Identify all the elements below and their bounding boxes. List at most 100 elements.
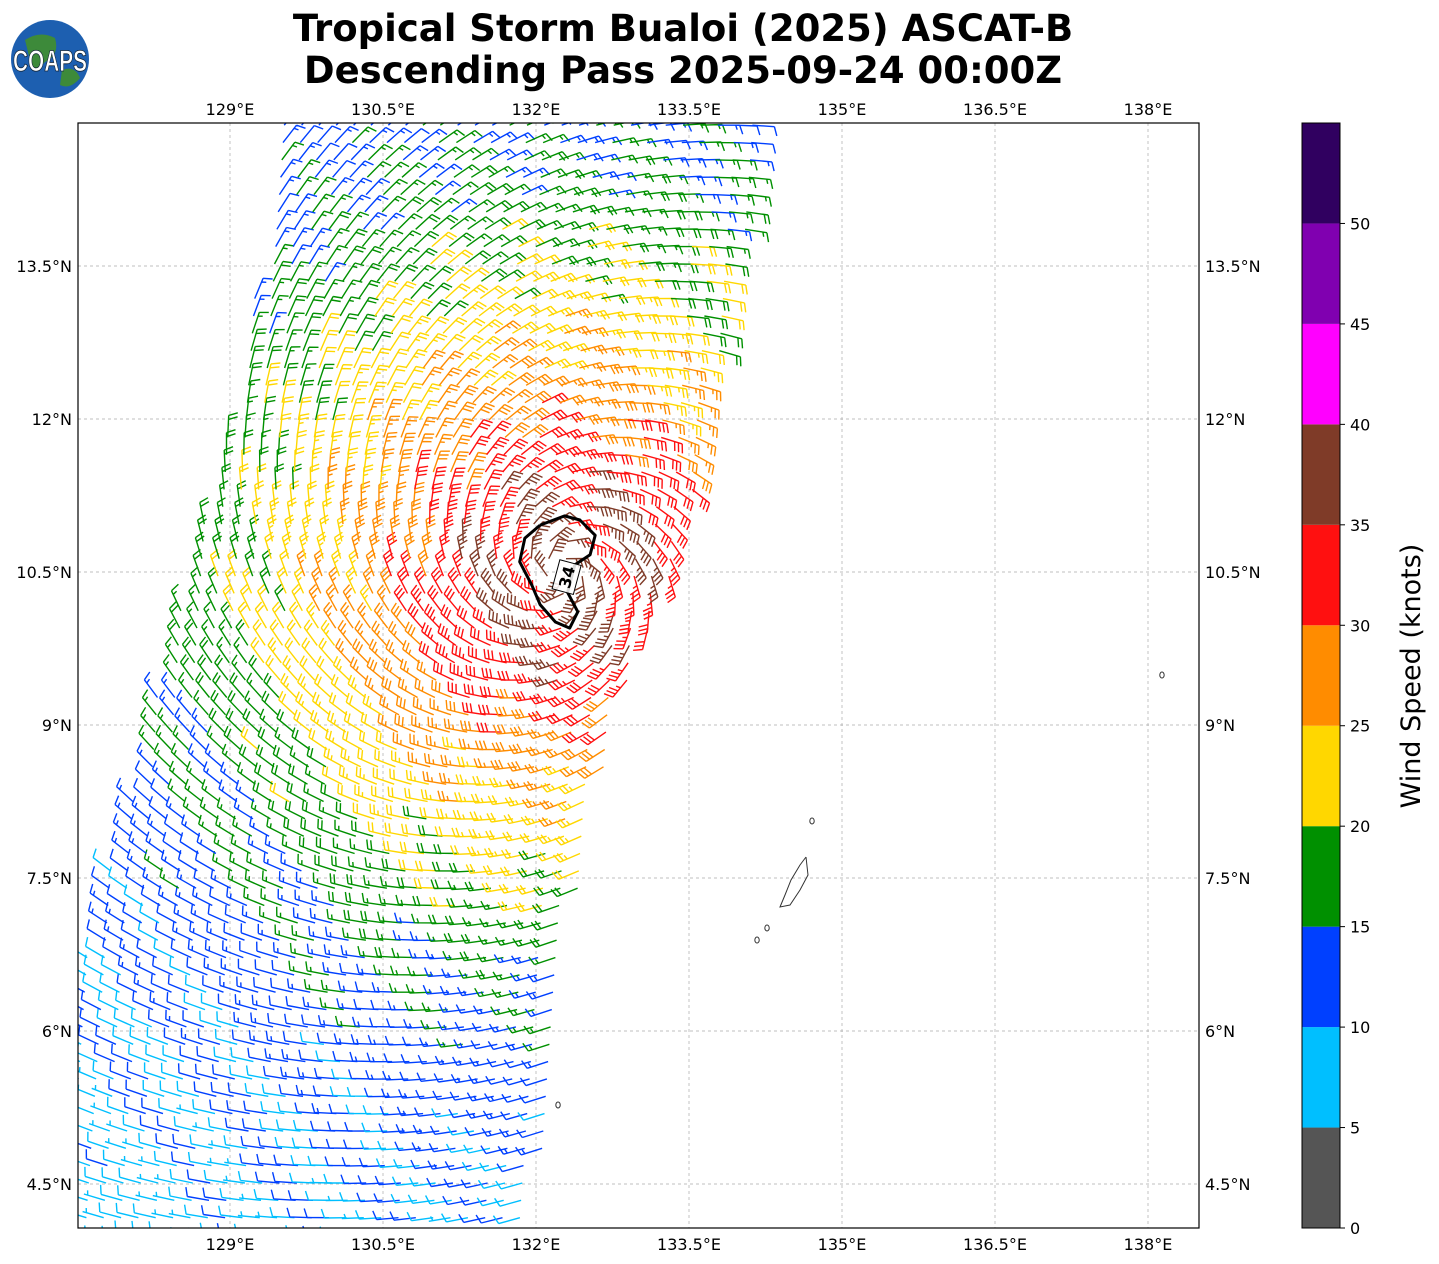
- wind-barb: [311, 890, 334, 907]
- barb-path: [82, 972, 103, 993]
- wind-barb: [379, 229, 404, 248]
- barb-path: [251, 994, 275, 1011]
- wind-barb: [412, 247, 438, 265]
- barb-path: [605, 488, 630, 503]
- wind-barb: [234, 994, 258, 1011]
- barb-path: [550, 272, 578, 283]
- barb-path: [486, 548, 498, 577]
- barb-path: [266, 345, 283, 369]
- wind-barb: [476, 1197, 504, 1207]
- barb-path: [221, 743, 240, 768]
- wind-barb: [691, 488, 711, 513]
- barb-path: [159, 689, 175, 716]
- wind-barb: [92, 848, 112, 872]
- barb-path: [513, 304, 541, 317]
- wind-barb: [554, 220, 582, 230]
- barb-path: [393, 1159, 420, 1169]
- barb-path: [546, 324, 575, 334]
- barb-path: [331, 855, 354, 872]
- barb-path: [125, 1079, 148, 1097]
- wind-barb: [147, 1009, 170, 1028]
- barb-path: [367, 821, 391, 837]
- wind-barb: [358, 928, 384, 941]
- wind-barb: [117, 1185, 140, 1201]
- wind-barb: [747, 193, 772, 207]
- wind-barb: [533, 271, 561, 282]
- wind-barb: [393, 497, 404, 525]
- barb-path: [224, 1117, 249, 1132]
- barb-path: [328, 692, 348, 716]
- barb-path: [435, 417, 456, 438]
- barb-path: [176, 689, 192, 716]
- barb-path: [200, 1205, 226, 1219]
- barb-path: [407, 315, 432, 334]
- wind-barb: [522, 424, 549, 438]
- barb-path: [273, 1154, 299, 1167]
- barb-path: [351, 820, 374, 837]
- wind-barb: [295, 691, 313, 716]
- barb-path: [149, 991, 171, 1011]
- barb-path: [682, 384, 706, 401]
- wind-barb: [584, 679, 610, 696]
- wind-barb: [504, 421, 531, 438]
- wind-barb: [432, 214, 459, 230]
- wind-barb: [494, 936, 523, 946]
- wind-barb: [136, 742, 154, 768]
- barb-path: [401, 399, 421, 421]
- wind-barb: [467, 451, 488, 473]
- wind-barb: [509, 726, 537, 737]
- barb-path: [324, 1156, 351, 1167]
- barb-path: [618, 295, 646, 306]
- wind-barb: [480, 900, 508, 911]
- barb-path: [421, 366, 444, 386]
- barb-path: [490, 131, 518, 144]
- wind-barb: [502, 454, 526, 473]
- wind-barb: [166, 992, 188, 1011]
- barb-path: [312, 430, 325, 455]
- wind-barb: [118, 1167, 141, 1184]
- wind-barb: [176, 1080, 200, 1097]
- barb-path: [345, 211, 370, 230]
- barb-path: [334, 364, 353, 386]
- wind-barb: [248, 362, 263, 386]
- wind-barb: [425, 514, 436, 542]
- barb-path: [622, 488, 645, 506]
- barb-path: [414, 678, 436, 699]
- wind-barb: [395, 1124, 422, 1134]
- barb-path: [437, 383, 460, 404]
- barb-path: [348, 548, 359, 577]
- wind-barb: [600, 311, 628, 322]
- barb-path: [377, 1140, 404, 1151]
- wind-barb: [229, 851, 250, 872]
- wind-barb: [476, 722, 502, 733]
- barb-path: [711, 211, 737, 223]
- barb-path: [264, 834, 286, 855]
- wind-barb: [332, 159, 356, 178]
- wind-barb: [148, 795, 167, 820]
- barb-path: [366, 657, 385, 681]
- barb-path: [471, 402, 495, 421]
- barb-path: [255, 744, 275, 768]
- wind-barb: [130, 1008, 152, 1028]
- barb-path: [272, 942, 296, 959]
- barb-path: [494, 1197, 522, 1207]
- wind-barb: [540, 409, 568, 421]
- barb-path: [282, 655, 298, 681]
- barb-path: [323, 746, 344, 768]
- barb-path: [503, 549, 515, 577]
- barb-path: [412, 1124, 440, 1135]
- wind-barb: [318, 637, 334, 664]
- barb-path: [136, 742, 154, 768]
- wind-barb: [546, 695, 574, 708]
- barb-path: [536, 591, 564, 604]
- barb-path: [417, 416, 437, 438]
- wind-barb: [78, 987, 86, 993]
- barb-path: [131, 795, 150, 820]
- barb-path: [469, 548, 481, 577]
- barb-path: [106, 1120, 128, 1132]
- wind-barb: [483, 469, 504, 490]
- barb-path: [443, 932, 470, 943]
- wind-barb: [552, 852, 581, 863]
- barb-path: [238, 744, 258, 768]
- barb-path: [481, 500, 496, 525]
